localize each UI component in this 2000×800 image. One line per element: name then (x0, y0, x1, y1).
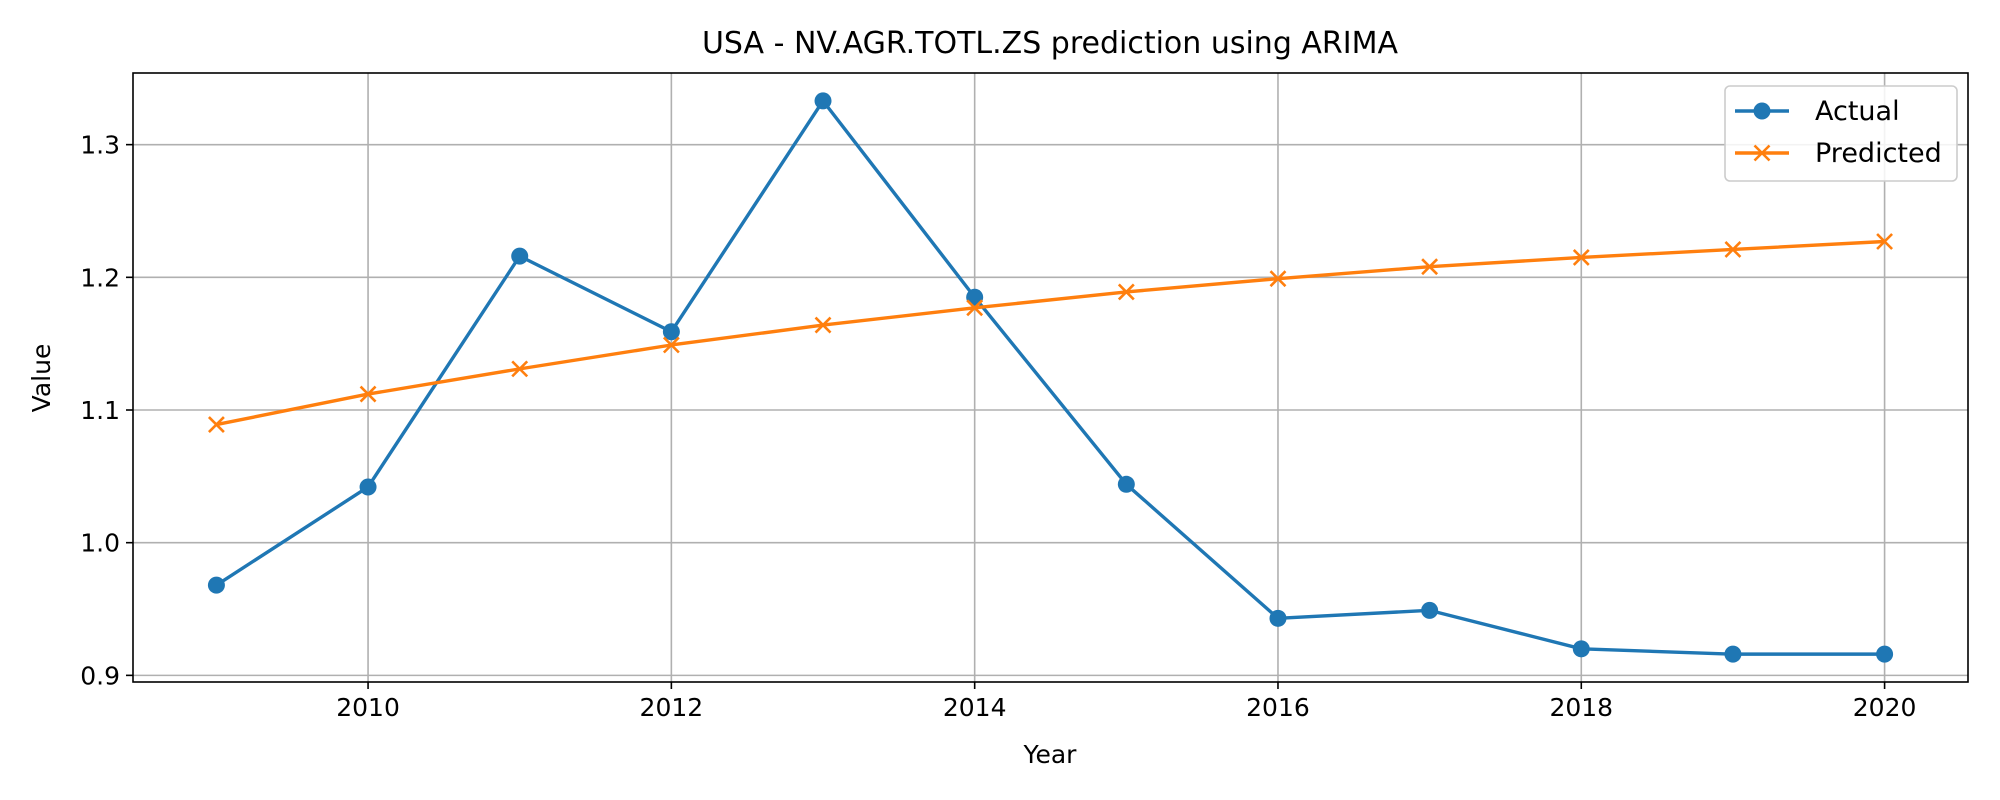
series-line-predicted (216, 239, 1885, 427)
data-point-actual (1724, 645, 1742, 663)
data-point-actual (359, 478, 377, 496)
series-layer (207, 92, 1894, 663)
legend-label: Actual (1815, 96, 1900, 127)
y-axis-label: Value (27, 344, 56, 413)
y-tick-label: 0.9 (80, 661, 120, 690)
data-point-predicted (1421, 258, 1439, 276)
legend-label: Predicted (1815, 138, 1942, 169)
data-point-actual (511, 247, 529, 265)
data-point-predicted (1572, 249, 1590, 266)
x-tick-label: 2010 (336, 693, 400, 722)
y-tick-label: 1.3 (80, 131, 120, 160)
plot-area-frame (132, 72, 1969, 683)
x-tick-label: 2020 (1853, 693, 1917, 722)
data-point-predicted (662, 336, 680, 354)
y-tick-label: 1.0 (80, 529, 120, 558)
data-point-actual (1421, 601, 1439, 619)
x-tick-label: 2016 (1246, 693, 1310, 722)
data-point-predicted (966, 299, 984, 317)
x-tick-label: 2018 (1549, 693, 1613, 722)
legend-item-predicted: Predicted (1735, 138, 1942, 169)
y-tick-label: 1.1 (80, 396, 120, 425)
chart-title: USA - NV.AGR.TOTL.ZS prediction using AR… (702, 26, 1399, 61)
x-tick-label: 2012 (640, 693, 704, 722)
data-point-actual (1269, 609, 1287, 627)
series-line-actual (215, 99, 1885, 656)
data-point-actual (814, 92, 832, 110)
legend: Actual Predicted (1724, 85, 1958, 182)
data-point-predicted (207, 416, 225, 434)
data-point-actual (1572, 640, 1590, 658)
legend-marker (1753, 144, 1771, 162)
ticks: 2010 2012 2014 2016 2018 2020 0.9 1.0 1.1 1.2 1.3 (80, 131, 1916, 722)
data-point-actual (662, 323, 680, 341)
data-point-predicted (814, 316, 832, 334)
legend-marker (1753, 102, 1771, 120)
data-point-actual (1117, 475, 1135, 493)
data-point-predicted (1117, 283, 1135, 301)
legend-item-actual: Actual (1735, 96, 1900, 127)
data-point-predicted (511, 360, 529, 378)
series-predicted (207, 233, 1894, 434)
x-axis-label: Year (1023, 740, 1078, 769)
data-point-predicted (1269, 270, 1287, 288)
data-point-predicted (1876, 233, 1894, 250)
data-point-predicted (1724, 241, 1742, 258)
series-actual (207, 92, 1894, 663)
data-point-predicted (359, 385, 377, 403)
data-point-actual (1876, 645, 1894, 663)
data-point-actual (966, 288, 984, 306)
x-tick-label: 2014 (943, 693, 1007, 722)
data-point-actual (207, 576, 225, 594)
y-tick-label: 1.2 (80, 263, 120, 292)
